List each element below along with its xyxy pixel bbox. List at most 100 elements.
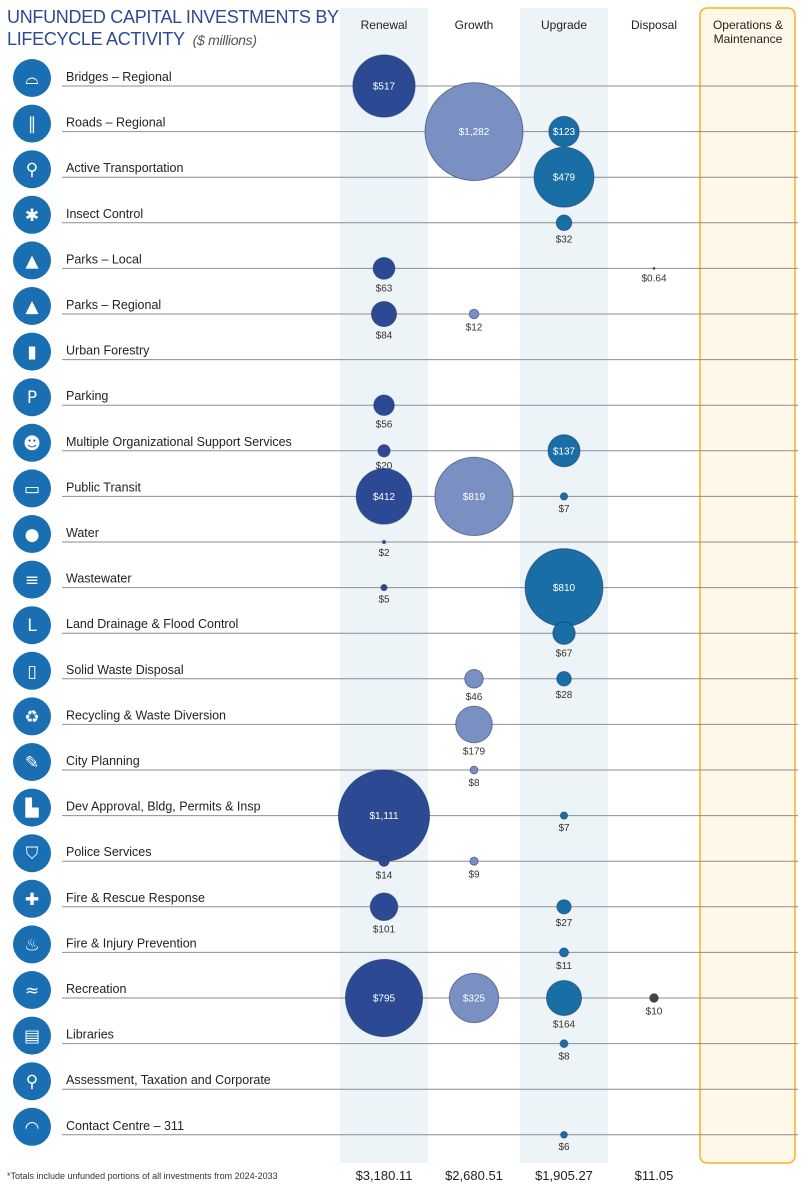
bubble-renewal: $2 bbox=[378, 540, 390, 559]
swimmer-icon: ≈ bbox=[13, 971, 51, 1009]
bubble-value-label: $819 bbox=[463, 492, 486, 503]
svg-text:♻: ♻ bbox=[24, 707, 39, 727]
bubble-growth: $819 bbox=[434, 456, 514, 537]
bubble-upgrade: $7 bbox=[558, 492, 570, 515]
bubble-growth: $8 bbox=[468, 765, 480, 789]
people-icon: ☻ bbox=[13, 423, 51, 462]
bubble-mark bbox=[382, 540, 386, 544]
row-label: Fire & Rescue Response bbox=[66, 891, 205, 905]
column-header-upgrade: Upgrade bbox=[540, 18, 588, 32]
bubble-upgrade: $7 bbox=[558, 811, 570, 834]
bubble-upgrade: $810 bbox=[524, 548, 604, 628]
bubble-upgrade: $123 bbox=[548, 115, 580, 148]
building-house-icon: ▙ bbox=[13, 788, 51, 827]
row-21: ▤ Libraries bbox=[13, 1016, 798, 1055]
bubble-mark bbox=[555, 214, 573, 232]
bubble-mark bbox=[380, 584, 388, 592]
row-label: Assessment, Taxation and Corporate bbox=[66, 1073, 271, 1087]
row-label: Roads – Regional bbox=[66, 116, 165, 130]
title-line-2: LIFECYCLE ACTIVITY bbox=[7, 29, 185, 49]
total-disposal: $11.05 bbox=[634, 1168, 674, 1183]
column-band-operations-maintenance bbox=[699, 7, 796, 1164]
recycle-icon: ♻ bbox=[13, 697, 51, 736]
bubble-value-label: $325 bbox=[463, 994, 486, 1005]
bubble-mark bbox=[559, 492, 569, 501]
svg-text:⚲: ⚲ bbox=[26, 1072, 38, 1092]
pencil-icon: ✎ bbox=[13, 743, 51, 781]
column-header-disposal: Disposal bbox=[630, 18, 678, 32]
row-label: Bridges – Regional bbox=[66, 70, 172, 84]
row-label: City Planning bbox=[66, 754, 140, 768]
row-10: ● Water bbox=[13, 515, 798, 553]
row-label: Police Services bbox=[66, 845, 151, 859]
bubble-mark bbox=[455, 705, 493, 744]
total-growth: $2,680.51 bbox=[445, 1168, 503, 1183]
bubble-upgrade: $32 bbox=[555, 214, 573, 246]
svg-text:▭: ▭ bbox=[24, 479, 40, 499]
total-renewal: $3,180.11 bbox=[355, 1168, 413, 1183]
bubble-upgrade: $28 bbox=[556, 671, 573, 701]
row-label: Parks – Local bbox=[66, 252, 142, 266]
bubble-growth: $12 bbox=[466, 308, 483, 334]
bubble-value-label: $164 bbox=[553, 1020, 576, 1031]
bubble-mark bbox=[352, 54, 416, 118]
bubble-mark bbox=[464, 669, 484, 689]
bubble-mark bbox=[369, 892, 399, 922]
row-11: ≡ Wastewater bbox=[13, 560, 798, 599]
row-label: Land Drainage & Flood Control bbox=[66, 617, 238, 631]
svg-text:✎: ✎ bbox=[25, 753, 39, 773]
bubble-value-label: $137 bbox=[553, 446, 576, 457]
bubble-value-label: $179 bbox=[463, 747, 486, 758]
row-label: Urban Forestry bbox=[66, 344, 150, 358]
row-17: ⛉ Police Services bbox=[13, 834, 798, 873]
row-label: Contact Centre – 311 bbox=[66, 1119, 184, 1133]
column-header-growth: Growth bbox=[454, 18, 494, 32]
row-9: ▭ Public Transit bbox=[13, 469, 798, 508]
bubble-renewal: $517 bbox=[352, 54, 416, 118]
pedestrian-bridge-icon: ⌓ bbox=[13, 59, 51, 97]
bubble-value-label: $5 bbox=[378, 595, 390, 606]
svg-text:L: L bbox=[27, 616, 37, 636]
row-19: ♨ Fire & Injury Prevention bbox=[13, 925, 798, 964]
bubble-upgrade: $67 bbox=[552, 621, 576, 659]
bubble-mark bbox=[448, 972, 500, 1024]
row-label: Active Transportation bbox=[66, 161, 183, 175]
bubble-upgrade: $164 bbox=[545, 979, 583, 1031]
bubble-value-label: $123 bbox=[553, 127, 576, 138]
row-3: ✱ Insect Control bbox=[13, 195, 798, 234]
bubble-value-label: $8 bbox=[468, 778, 480, 789]
svg-text:✱: ✱ bbox=[25, 206, 39, 226]
bubble-mark bbox=[533, 146, 595, 208]
bicycle-icon: ⚲ bbox=[13, 150, 51, 189]
bubble-value-label: $10 bbox=[646, 1006, 663, 1017]
row-5: ▲ Parks – Regional bbox=[13, 287, 798, 325]
bubble-value-label: $46 bbox=[466, 692, 483, 703]
svg-text:▮: ▮ bbox=[27, 343, 36, 363]
bubble-growth: $179 bbox=[455, 705, 493, 758]
row-4: ▲ Parks – Local bbox=[13, 241, 798, 280]
row-6: ▮ Urban Forestry bbox=[13, 332, 798, 371]
bubble-mark bbox=[552, 621, 576, 645]
svg-text:☻: ☻ bbox=[23, 434, 41, 454]
svg-text:▲: ▲ bbox=[25, 297, 39, 317]
bubble-mark bbox=[434, 456, 514, 537]
svg-text:P: P bbox=[27, 388, 37, 408]
bubble-mark bbox=[556, 671, 572, 687]
bubble-mark bbox=[559, 811, 569, 820]
bubble-growth: $1,282 bbox=[424, 82, 524, 182]
bubble-value-label: $14 bbox=[376, 870, 393, 881]
row-18: ✚ Fire & Rescue Response bbox=[13, 879, 798, 918]
bubble-mark bbox=[378, 855, 390, 867]
bubble-value-label: $0.64 bbox=[641, 274, 666, 285]
footnote: *Totals include unfunded portions of all… bbox=[7, 1171, 278, 1181]
row-8: ☻ Multiple Organizational Support Service… bbox=[13, 423, 798, 462]
bubble-renewal: $20 bbox=[376, 444, 393, 472]
bubble-disposal: $0.64 bbox=[641, 267, 667, 285]
row-label: Recreation bbox=[66, 982, 126, 996]
headset-icon: ◠ bbox=[13, 1107, 51, 1146]
bubble-growth: $9 bbox=[468, 856, 480, 880]
road-icon: ∥ bbox=[13, 104, 51, 143]
row-label: Solid Waste Disposal bbox=[66, 663, 184, 677]
